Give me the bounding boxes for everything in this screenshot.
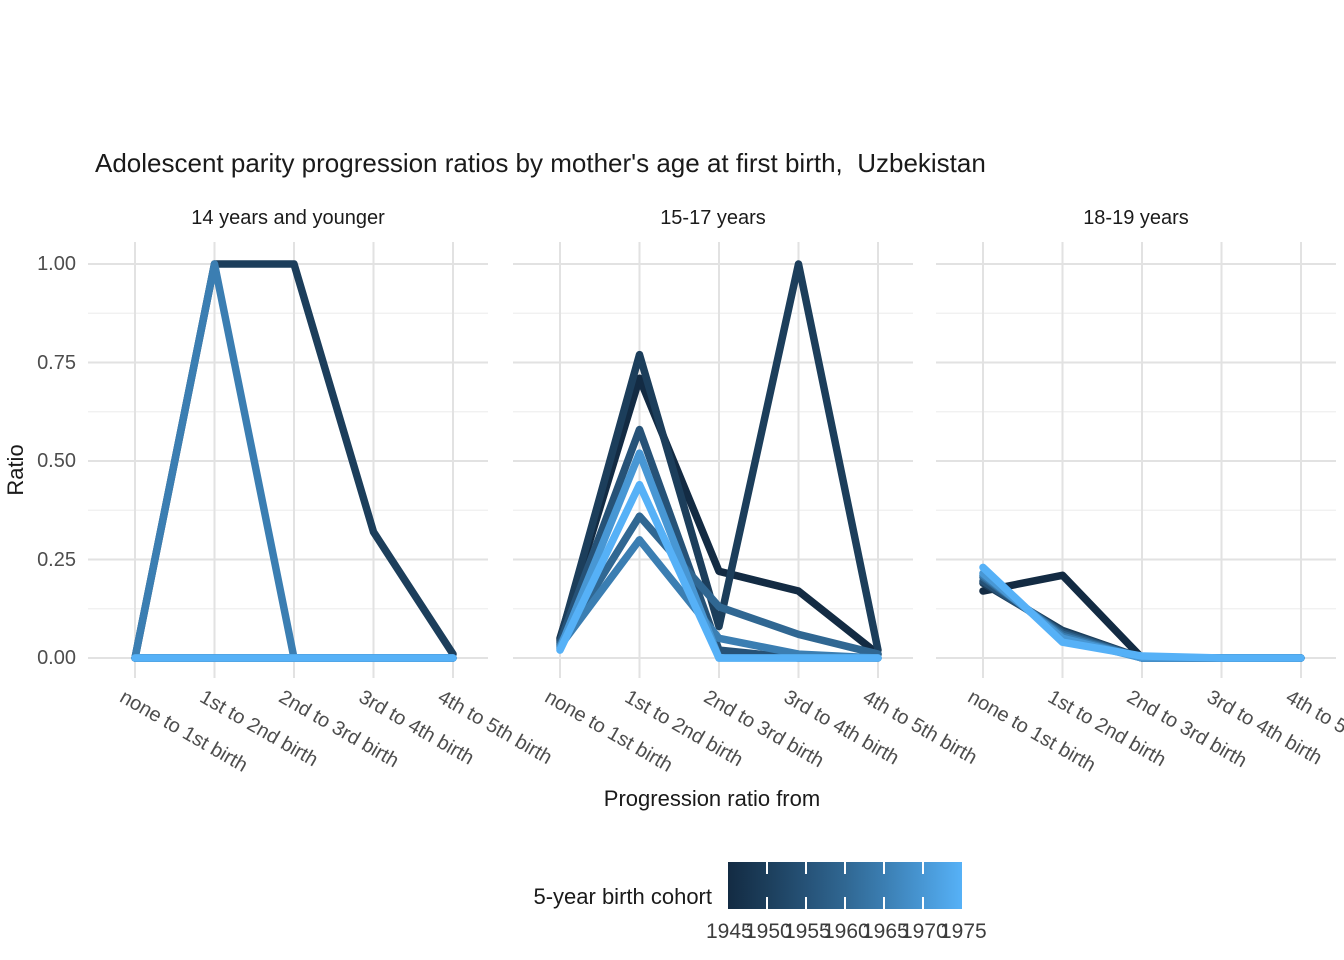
legend-tick xyxy=(844,862,846,874)
facet-strip-label: 18-19 years xyxy=(1083,207,1189,229)
legend-tick xyxy=(922,897,924,909)
legend-year-label: 1965 xyxy=(862,920,909,943)
facet-panel xyxy=(88,242,488,678)
legend-tick xyxy=(844,897,846,909)
legend-year-label: 1960 xyxy=(823,920,870,943)
facet-panel xyxy=(936,242,1336,678)
legend-tick xyxy=(805,862,807,874)
legend-year-label: 1945 xyxy=(706,920,753,943)
legend-tick xyxy=(883,862,885,874)
facet-panel xyxy=(513,242,913,678)
legend-year-label: 1975 xyxy=(940,920,987,943)
y-axis-title: Ratio xyxy=(3,444,28,496)
legend-tick xyxy=(766,897,768,909)
legend-title: 5-year birth cohort xyxy=(533,884,712,909)
series-line-1975 xyxy=(979,563,1305,662)
x-axis-title: Progression ratio from xyxy=(603,786,821,811)
series-line-1960 xyxy=(556,512,882,658)
legend-tick xyxy=(922,862,924,874)
series-line-1975 xyxy=(556,480,882,662)
y-tick-label: 0.00 xyxy=(37,647,76,669)
facet-strip-label: 15-17 years xyxy=(660,207,766,229)
y-tick-label: 1.00 xyxy=(37,253,76,275)
legend-tick xyxy=(805,897,807,909)
y-tick-label: 0.25 xyxy=(37,548,76,571)
legend-year-label: 1955 xyxy=(784,920,831,943)
legend-tick xyxy=(883,897,885,909)
y-tick-label: 0.75 xyxy=(37,351,76,374)
series-line-1945 xyxy=(556,374,882,658)
legend-year-label: 1950 xyxy=(745,920,792,943)
facet-strip-label: 14 years and younger xyxy=(191,207,385,229)
y-tick-label: 0.50 xyxy=(37,450,76,472)
legend-year-label: 1970 xyxy=(901,920,948,943)
chart-title: Adolescent parity progression ratios by … xyxy=(95,148,986,178)
legend-tick xyxy=(766,862,768,874)
series-line-1950 xyxy=(556,260,882,654)
